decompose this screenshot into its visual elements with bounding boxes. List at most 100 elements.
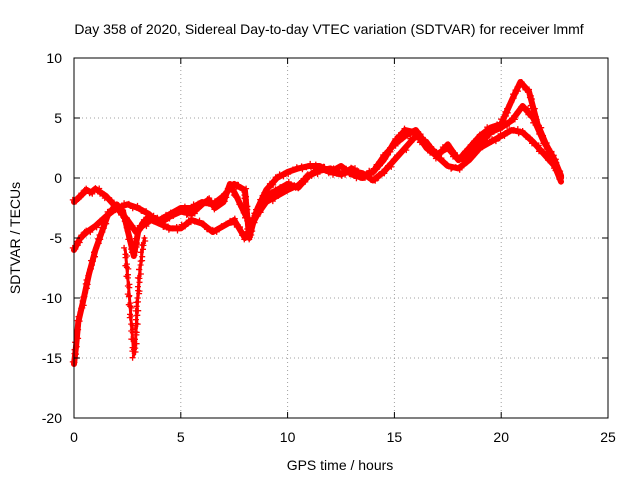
data-point [118,204,125,211]
data-point [530,107,537,114]
data-point [508,99,515,106]
data-point [263,195,270,202]
data-point [381,166,388,173]
data-point [550,152,557,159]
data-point [133,340,140,347]
data-point [299,177,305,184]
data-point [399,135,406,142]
data-point [80,302,87,309]
data-point [228,185,235,192]
data-point [276,171,283,178]
data-point [455,155,462,162]
data-point [383,149,390,156]
data-point [134,295,141,301]
data-point [105,196,112,203]
data-point [246,236,253,243]
data-point [134,202,141,209]
ticks: 0 5 10 15 20 25 -20 -15 -10 -5 0 5 10 [42,50,616,445]
data-point [132,235,139,242]
data-point [251,210,258,217]
data-point [72,246,79,252]
data-point [392,139,399,146]
data-point [231,221,238,228]
data-series [69,79,565,367]
y-tick-label: -15 [42,350,62,366]
data-point [308,172,315,179]
data-point [235,181,242,188]
data-point [291,182,298,189]
data-point [259,200,265,207]
data-point [214,226,221,232]
data-point [322,165,328,172]
data-point [497,130,504,137]
data-point [475,144,482,150]
data-point [496,135,503,142]
data-point [358,172,365,179]
data-point [108,198,115,205]
data-point [521,104,528,111]
data-point [129,348,136,355]
data-point [125,293,132,300]
data-point [196,217,203,224]
data-point [278,186,285,193]
data-point [231,215,238,222]
data-point [438,148,445,154]
data-point [221,198,228,205]
data-point [502,130,509,136]
data-point [101,191,107,198]
data-point [532,141,539,148]
data-point [483,141,490,148]
data-point [505,119,511,126]
data-point [145,211,152,218]
data-point [501,132,508,139]
data-point [142,238,149,244]
data-point [365,172,372,178]
data-point [185,207,192,214]
data-point [519,80,525,86]
data-point [525,105,531,112]
data-point [331,167,338,174]
data-point [100,225,107,232]
data-point [121,244,128,251]
data-point [143,208,150,215]
data-point [460,154,467,161]
data-point [163,213,170,220]
data-point [189,204,196,211]
data-point [244,217,251,224]
data-point [75,322,81,329]
data-point [499,124,506,131]
data-point [102,216,109,223]
data-point [460,162,467,169]
data-point [76,239,83,246]
data-point [125,265,132,272]
data-point [312,169,319,176]
data-point [140,216,147,223]
data-point [181,203,188,210]
data-point [134,312,141,319]
data-point [476,131,483,138]
data-point [492,138,499,145]
data-point [504,105,511,112]
data-point [352,170,359,177]
data-point [155,217,162,224]
data-point [468,149,475,156]
data-point [526,86,532,93]
data-point [534,123,541,130]
series-track-a-trace [71,79,564,235]
data-point [437,150,444,157]
data-point [243,185,250,192]
data-point [373,161,380,168]
data-point [136,288,143,295]
data-point [417,132,424,139]
data-point [286,168,293,175]
data-point [134,231,141,238]
data-point [302,175,309,181]
data-point [134,321,141,328]
data-point [82,289,89,296]
data-point [406,131,413,138]
data-point [121,218,128,225]
data-point [264,192,271,199]
data-point [124,274,131,281]
data-point [159,214,166,221]
